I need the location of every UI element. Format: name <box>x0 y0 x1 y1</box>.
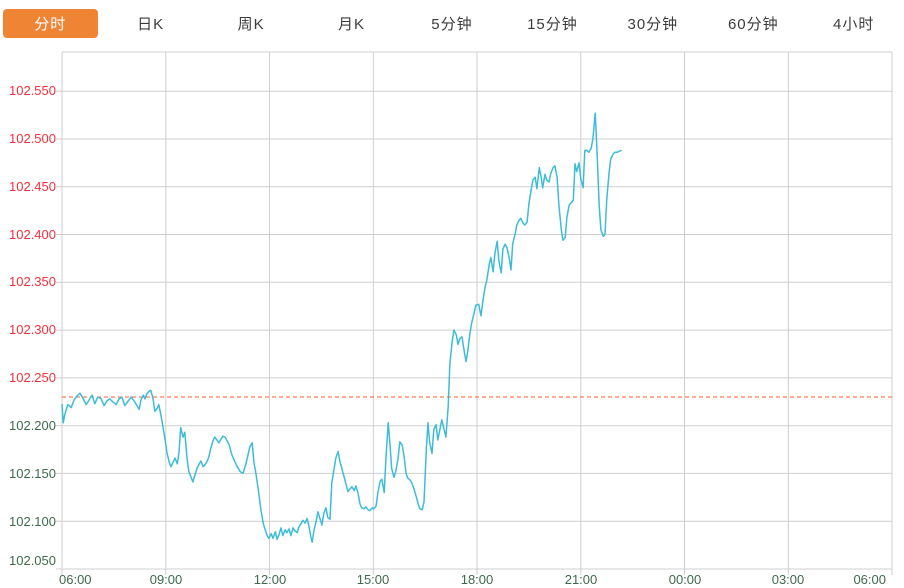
tab-60min[interactable]: 60分钟 <box>727 15 779 33</box>
y-axis-label: 102.500 <box>9 131 56 146</box>
y-axis-label: 102.100 <box>9 514 56 529</box>
interval-tabbar: 分时 日K 周K 月K 5分钟 15分钟 30分钟 60分钟 4小时 <box>0 0 904 46</box>
y-axis-label: 102.300 <box>9 322 56 337</box>
tab-weekly-k[interactable]: 周K <box>237 15 265 33</box>
y-axis-label: 102.400 <box>9 227 56 242</box>
y-axis-label: 102.050 <box>9 553 56 568</box>
tab-4hour[interactable]: 4小时 <box>833 15 875 33</box>
tab-daily-k[interactable]: 日K <box>137 15 165 33</box>
x-axis-label: 21:00 <box>564 572 598 587</box>
y-axis-label: 102.350 <box>9 274 56 289</box>
x-axis-label: 15:00 <box>356 572 390 587</box>
x-axis-label: 00:00 <box>668 572 702 587</box>
y-axis-label: 102.200 <box>9 418 56 433</box>
x-axis-label: 03:00 <box>771 572 805 587</box>
y-axis-label: 102.450 <box>9 179 56 194</box>
y-axis-label: 102.250 <box>9 370 56 385</box>
tab-5min[interactable]: 5分钟 <box>431 15 473 33</box>
x-axis-label: 12:00 <box>253 572 287 587</box>
x-axis-label: 06:00 <box>59 572 92 587</box>
x-axis-label: 09:00 <box>149 572 183 587</box>
y-axis-label: 102.550 <box>9 83 56 98</box>
tab-15min[interactable]: 15分钟 <box>527 15 578 33</box>
x-axis-label: 06:00 <box>853 572 886 587</box>
tab-minute-line[interactable]: 分时 <box>0 0 100 46</box>
price-line <box>61 112 622 543</box>
tab-monthly-k[interactable]: 月K <box>338 15 366 33</box>
tab-30min[interactable]: 30分钟 <box>627 15 679 33</box>
x-axis-label: 18:00 <box>460 572 494 587</box>
y-axis-label: 102.150 <box>9 466 56 481</box>
